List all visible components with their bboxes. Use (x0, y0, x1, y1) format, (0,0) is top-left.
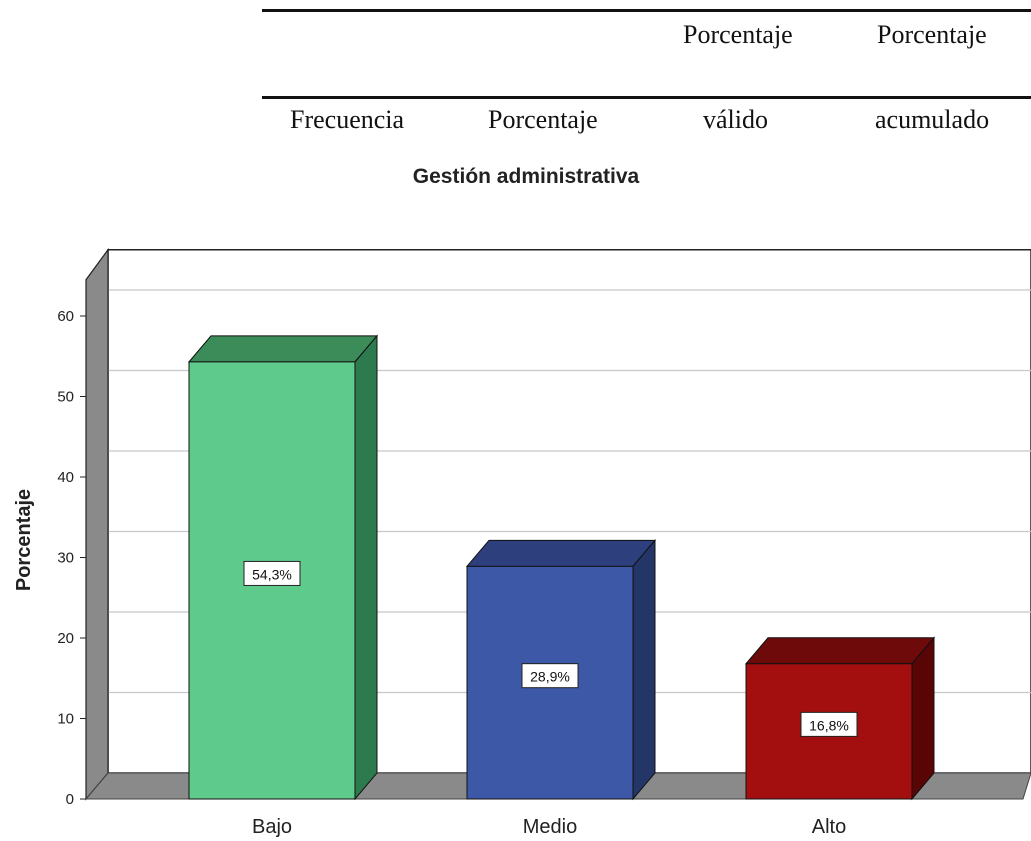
bar-top (744, 637, 936, 665)
table-header-rule (262, 96, 1031, 99)
y-tick-label: 40 (57, 469, 74, 486)
header-porcentaje-acumulado-top: Porcentaje (877, 20, 987, 49)
header-porcentaje-valido-top: Porcentaje (683, 20, 793, 49)
y-tick-label: 10 (57, 711, 74, 728)
plot-area: 0 10 20 30 40 50 60 54,3% Bajo 28,9% Medio 16,8% Alt… (57, 247, 1031, 838)
x-tick-label: Bajo (252, 816, 292, 838)
data-label: 28,9% (530, 669, 570, 685)
table-header: Porcentaje Porcentaje Frecuencia Porcent… (0, 0, 1031, 170)
header-valido: válido (703, 105, 768, 134)
table-top-rule (262, 9, 1031, 12)
data-label: 16,8% (809, 717, 849, 733)
y-tick-label: 0 (66, 791, 74, 808)
bar-top (187, 335, 379, 363)
y-tick-label: 60 (57, 308, 74, 325)
chart-side-wall (85, 247, 109, 801)
y-tick-label: 30 (57, 550, 74, 567)
bar-side (911, 636, 935, 801)
bar-side (354, 334, 378, 801)
x-tick-label: Medio (523, 816, 577, 838)
data-label-box (521, 663, 579, 689)
y-tick-label: 20 (57, 630, 74, 647)
header-porcentaje: Porcentaje (488, 105, 598, 134)
data-label-box (243, 560, 301, 586)
x-tick-label: Alto (812, 816, 846, 838)
y-tick-label: 50 (57, 389, 74, 406)
bar-top (465, 539, 657, 567)
header-acumulado: acumulado (875, 105, 990, 134)
bar-chart: Gestión administrativa 0 10 20 30 40 50 60 54,3… (13, 165, 1031, 838)
header-frecuencia: Frecuencia (290, 105, 405, 134)
data-label: 54,3% (252, 566, 292, 582)
bar-side (632, 538, 656, 801)
chart-title: Gestión administrativa (413, 165, 640, 188)
y-axis-label: Porcentaje (13, 489, 35, 591)
data-label-box (800, 711, 858, 737)
